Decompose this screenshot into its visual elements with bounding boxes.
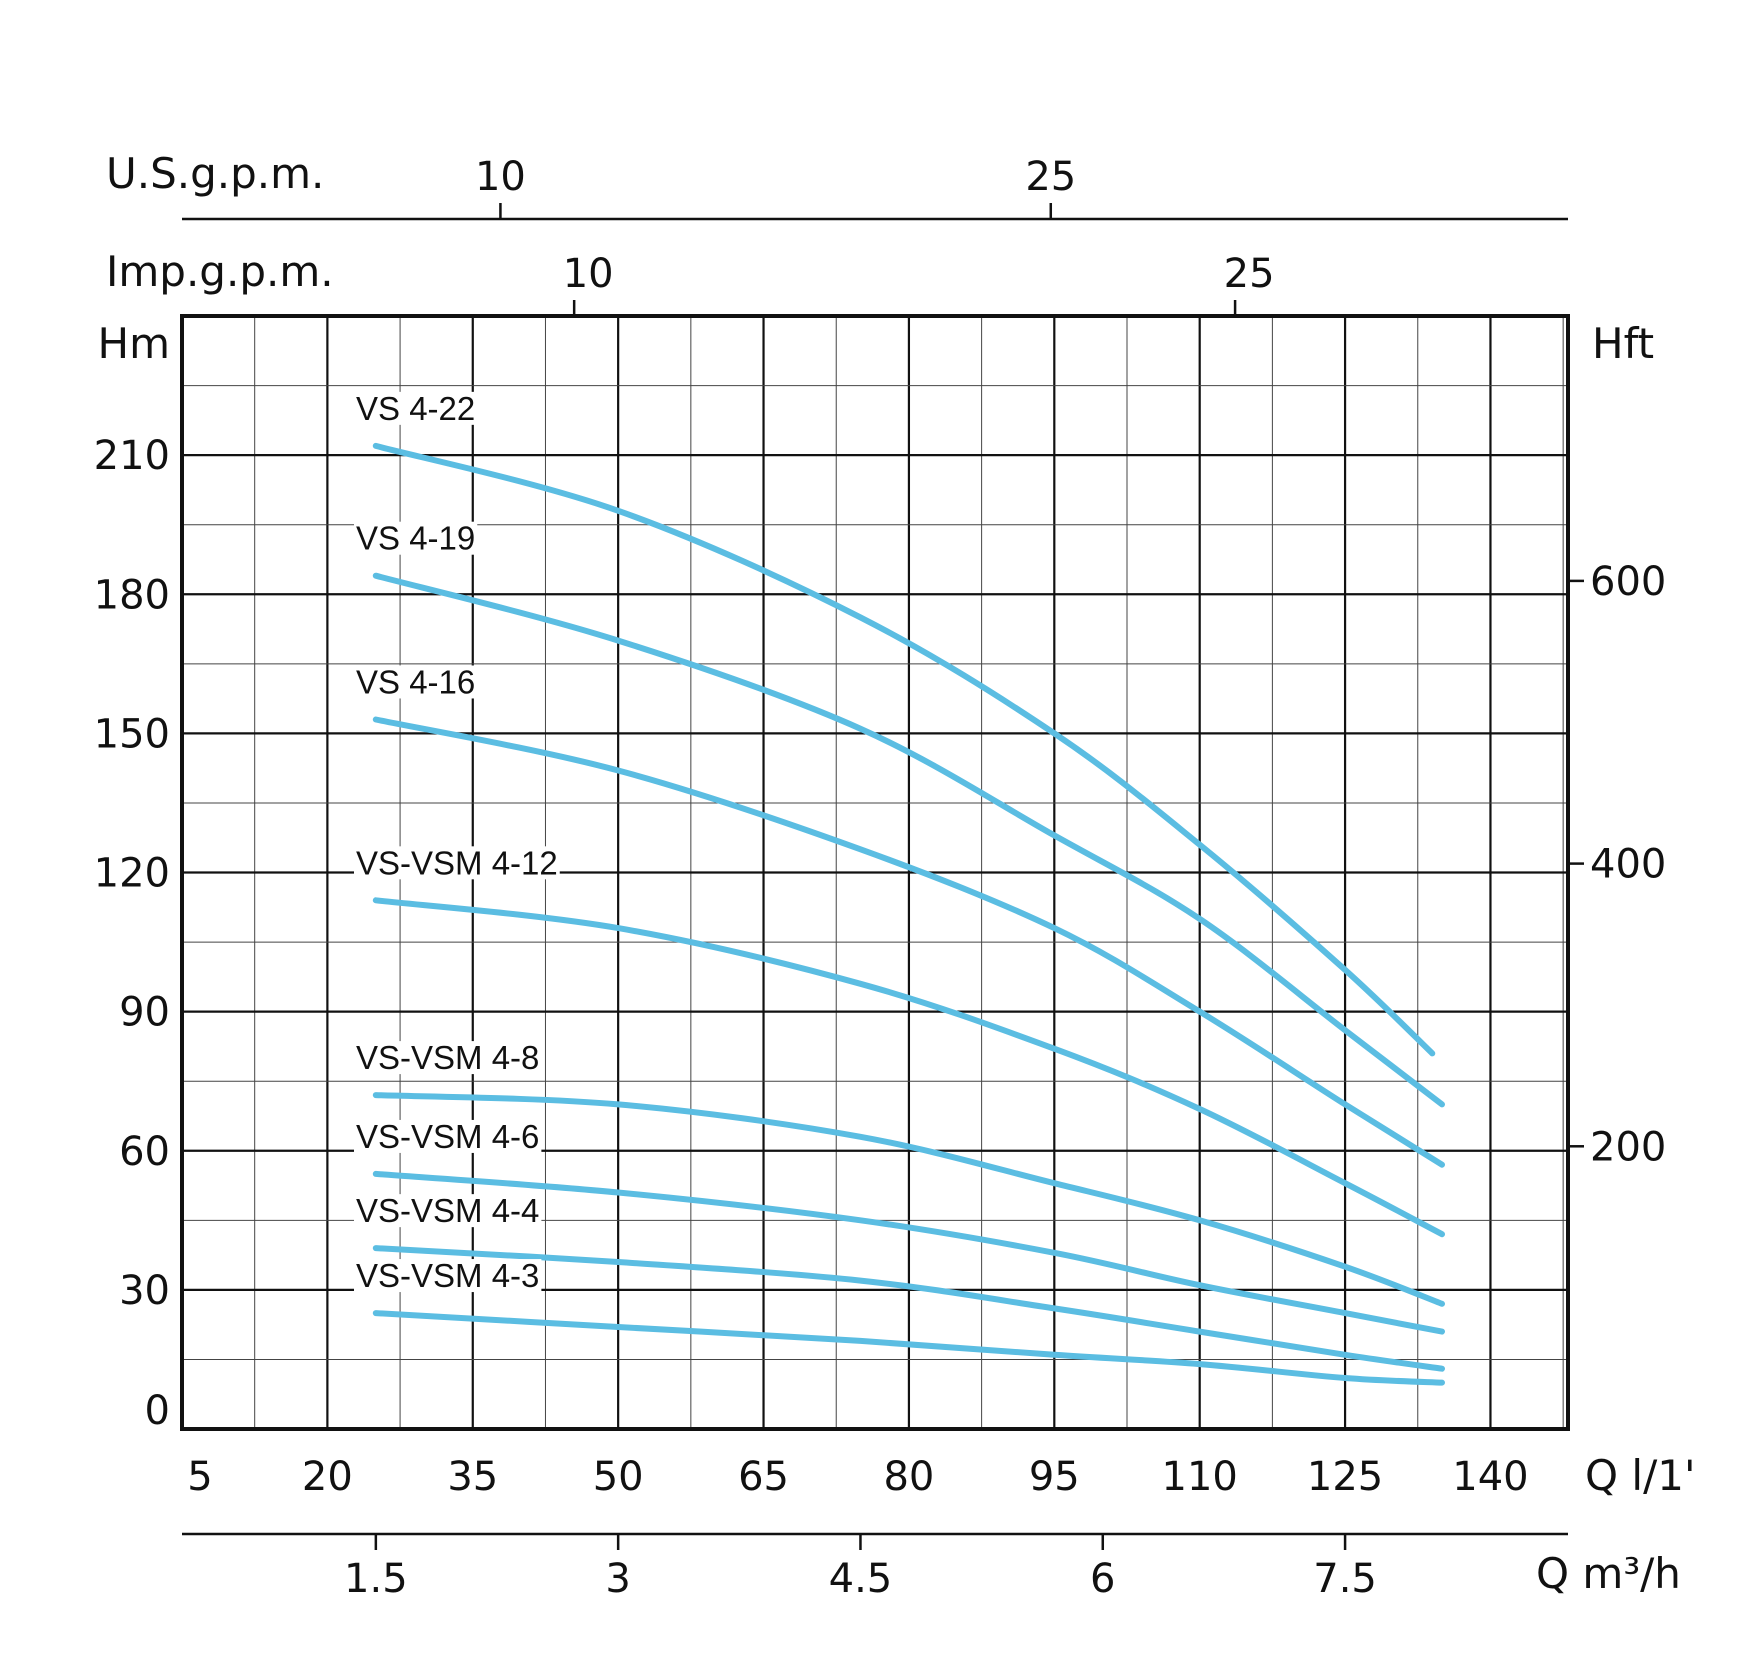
series-label-vs-vsm-4-12: VS-VSM 4-12 <box>356 844 558 881</box>
impgpm-tick-label: 25 <box>1224 251 1275 297</box>
series-line-vs-4-22 <box>372 442 1436 1057</box>
x-tick-label: 5 <box>187 1454 212 1500</box>
y-tick-label: 90 <box>119 990 170 1036</box>
m3h-tick-label: 3 <box>605 1556 630 1602</box>
series-label-vs-vsm-4-4: VS-VSM 4-4 <box>356 1192 539 1229</box>
axes: 5 20 35 50 65 80 95 110 125 140 Q l/1' 0 30 60 90 120 15… <box>94 149 1696 1602</box>
m3h-axis-label: Q m³/h <box>1536 1549 1681 1598</box>
x-tick-label: 95 <box>1029 1454 1080 1500</box>
series-label-vs-vsm-4-3: VS-VSM 4-3 <box>356 1257 539 1294</box>
right-axis-tick-label: 400 <box>1590 842 1666 888</box>
impgpm-axis-label: Imp.g.p.m. <box>106 247 334 296</box>
series-label-background <box>354 1119 542 1153</box>
series-line-vs-vsm-4-4 <box>372 1245 1445 1372</box>
series-label-vs-4-22: VS 4-22 <box>356 390 475 427</box>
series-label-vs-4-16: VS 4-16 <box>356 663 475 700</box>
series-labels: VS 4-22 VS 4-19 VS 4-16 VS-VSM 4-12 VS-VSM 4… <box>354 390 560 1294</box>
right-axis-label: Hft <box>1592 319 1654 368</box>
y-axis-label: Hm <box>98 319 171 368</box>
series-label-vs-vsm-4-8: VS-VSM 4-8 <box>356 1039 539 1076</box>
x-tick-label: 80 <box>883 1454 934 1500</box>
m3h-tick-label: 6 <box>1090 1556 1115 1602</box>
x-tick-label: 35 <box>447 1454 498 1500</box>
series-line-vs-vsm-4-3 <box>372 1310 1445 1386</box>
m3h-tick-label: 7.5 <box>1313 1556 1377 1602</box>
series-label-background <box>354 1194 542 1228</box>
x-tick-label: 20 <box>302 1454 353 1500</box>
y-tick-label: 60 <box>119 1129 170 1175</box>
x-tick-label: 125 <box>1307 1454 1383 1500</box>
series-label-background <box>354 846 560 880</box>
series-label-background <box>354 1259 542 1293</box>
usgpm-axis-label: U.S.g.p.m. <box>106 149 324 198</box>
y-tick-label: 180 <box>94 572 170 618</box>
series-label-background <box>354 665 478 699</box>
x-tick-label: 50 <box>593 1454 644 1500</box>
usgpm-tick-label: 25 <box>1025 154 1076 200</box>
right-axis-tick-label: 200 <box>1590 1124 1666 1170</box>
plot-frame <box>180 314 1570 1431</box>
series-label-background <box>354 521 478 555</box>
impgpm-tick-label: 10 <box>563 251 614 297</box>
y-tick-label: 0 <box>145 1388 170 1434</box>
series-label-vs-vsm-4-6: VS-VSM 4-6 <box>356 1118 539 1155</box>
y-tick-label: 120 <box>94 851 170 897</box>
x-tick-label: 110 <box>1162 1454 1238 1500</box>
series-line-vs-vsm-4-6 <box>372 1170 1445 1335</box>
series-line-vs-vsm-4-12 <box>372 897 1445 1238</box>
x-tick-label: 65 <box>738 1454 789 1500</box>
series-line-vs-4-19 <box>372 572 1445 1108</box>
m3h-tick-label: 4.5 <box>829 1556 893 1602</box>
y-tick-label: 210 <box>94 433 170 479</box>
series-line-vs-4-16 <box>372 716 1445 1168</box>
x-axis-label: Q l/1' <box>1585 1451 1696 1500</box>
series-label-vs-4-19: VS 4-19 <box>356 520 475 557</box>
y-tick-label: 30 <box>119 1268 170 1314</box>
series-line-vs-vsm-4-8 <box>372 1092 1445 1307</box>
m3h-tick-label: 1.5 <box>344 1556 408 1602</box>
series-label-background <box>354 391 478 425</box>
y-tick-label: 150 <box>94 711 170 757</box>
x-tick-label: 140 <box>1452 1454 1528 1500</box>
usgpm-tick-label: 10 <box>475 154 526 200</box>
series-label-background <box>354 1041 542 1075</box>
right-axis-tick-label: 600 <box>1590 559 1666 605</box>
series-lines <box>372 442 1445 1386</box>
